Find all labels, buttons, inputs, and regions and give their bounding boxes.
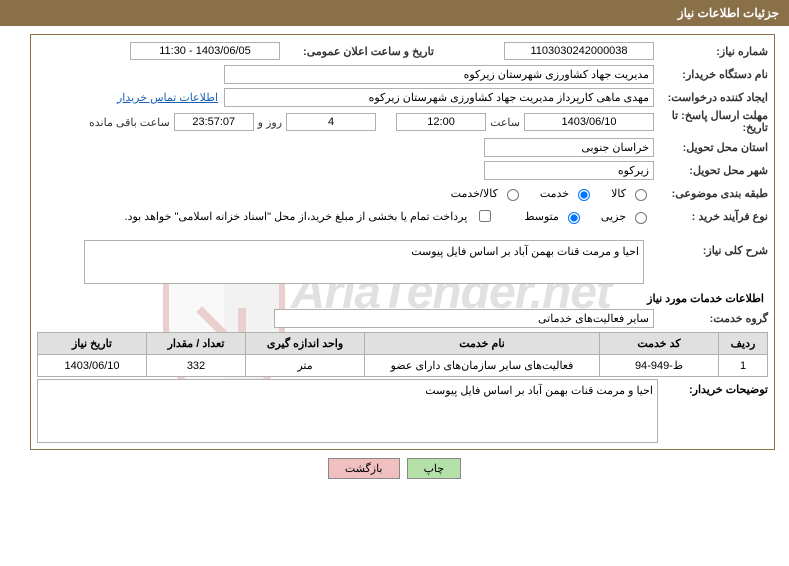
back-button[interactable]: بازگشت xyxy=(328,458,400,479)
radio-minor-label: جزیی xyxy=(587,210,626,223)
label-buyer-notes: توضیحات خریدار: xyxy=(658,379,768,396)
label-purchase-type: نوع فرآیند خرید : xyxy=(654,210,768,223)
row-buyer-org: نام دستگاه خریدار: مدیریت جهاد کشاورزی ش… xyxy=(37,64,768,84)
label-province: استان محل تحویل: xyxy=(654,141,768,154)
label-announce-date: تاریخ و ساعت اعلان عمومی: xyxy=(280,45,434,58)
row-category: طبقه بندی موضوعی: کالا خدمت کالا/خدمت xyxy=(37,183,768,203)
row-service-group: گروه خدمت: سایر فعالیت‌های خدماتی xyxy=(37,309,768,328)
cell-code: ط-949-94 xyxy=(600,355,719,377)
field-deadline-date: 1403/06/10 xyxy=(524,113,654,131)
label-service-group: گروه خدمت: xyxy=(654,312,768,325)
radio-service[interactable] xyxy=(578,189,590,201)
buttons-row: چاپ بازگشت xyxy=(0,458,789,479)
field-days-remaining: 4 xyxy=(286,113,376,131)
field-service-group: سایر فعالیت‌های خدماتی xyxy=(274,309,654,328)
radio-medium[interactable] xyxy=(568,212,580,224)
label-days-and: روز و xyxy=(254,116,286,129)
th-unit: واحد اندازه گیری xyxy=(246,333,365,355)
section-services-title: اطلاعات خدمات مورد نیاز xyxy=(41,292,764,305)
row-deadline: مهلت ارسال پاسخ: تا تاریخ: 1403/06/10 سا… xyxy=(37,110,768,134)
cell-qty: 332 xyxy=(147,355,246,377)
row-requester: ایجاد کننده درخواست: مهدی ماهی کارپرداز … xyxy=(37,87,768,107)
table-header-row: ردیف کد خدمت نام خدمت واحد اندازه گیری ت… xyxy=(38,333,768,355)
cell-name: فعالیت‌های سایر سازمان‌های دارای عضو xyxy=(365,355,600,377)
radio-medium-label: متوسط xyxy=(498,210,559,223)
th-date: تاریخ نیاز xyxy=(38,333,147,355)
row-purchase-type: نوع فرآیند خرید : جزیی متوسط پرداخت تمام… xyxy=(37,206,768,226)
row-need-number: شماره نیاز: 1103030242000038 تاریخ و ساع… xyxy=(37,41,768,61)
row-city: شهر محل تحویل: زیرکوه xyxy=(37,160,768,180)
label-description: شرح کلی نیاز: xyxy=(654,240,768,257)
radio-goods-service-label: کالا/خدمت xyxy=(437,187,498,200)
radio-minor[interactable] xyxy=(635,212,647,224)
th-code: کد خدمت xyxy=(600,333,719,355)
field-buyer-org: مدیریت جهاد کشاورزی شهرستان زیرکوه xyxy=(224,65,654,84)
checkbox-treasury-label: پرداخت تمام یا بخشی از مبلغ خرید،از محل … xyxy=(125,210,472,223)
print-button[interactable]: چاپ xyxy=(407,458,462,479)
details-panel: AriaTender.net شماره نیاز: 1103030242000… xyxy=(30,34,775,450)
label-buyer-org: نام دستگاه خریدار: xyxy=(654,68,768,81)
row-description: شرح کلی نیاز: احیا و مرمت قنات بهمن آباد… xyxy=(37,240,768,284)
field-countdown: 23:57:07 xyxy=(174,113,254,131)
label-requester: ایجاد کننده درخواست: xyxy=(654,91,768,104)
radio-goods-label: کالا xyxy=(597,187,626,200)
field-need-number: 1103030242000038 xyxy=(504,42,654,60)
cell-date: 1403/06/10 xyxy=(38,355,147,377)
label-category: طبقه بندی موضوعی: xyxy=(654,187,768,200)
label-city: شهر محل تحویل: xyxy=(654,164,768,177)
table-row: 1 ط-949-94 فعالیت‌های سایر سازمان‌های دا… xyxy=(38,355,768,377)
th-row: ردیف xyxy=(719,333,768,355)
field-buyer-notes: احیا و مرمت قنات بهمن آباد بر اساس فایل … xyxy=(37,379,658,443)
checkbox-treasury[interactable] xyxy=(479,210,491,222)
cell-row: 1 xyxy=(719,355,768,377)
page-title: جزئیات اطلاعات نیاز xyxy=(678,6,779,20)
field-announce-date: 1403/06/05 - 11:30 xyxy=(130,42,280,60)
row-province: استان محل تحویل: خراسان جنوبی xyxy=(37,137,768,157)
radio-goods[interactable] xyxy=(635,189,647,201)
label-deadline: مهلت ارسال پاسخ: تا تاریخ: xyxy=(654,110,768,134)
link-buyer-contact[interactable]: اطلاعات تماس خریدار xyxy=(117,91,218,104)
page-header: جزئیات اطلاعات نیاز xyxy=(0,0,789,26)
services-table: ردیف کد خدمت نام خدمت واحد اندازه گیری ت… xyxy=(37,332,768,377)
field-deadline-time: 12:00 xyxy=(396,113,486,131)
radio-goods-service[interactable] xyxy=(507,189,519,201)
label-need-number: شماره نیاز: xyxy=(654,45,768,58)
th-qty: تعداد / مقدار xyxy=(147,333,246,355)
row-buyer-notes: توضیحات خریدار: احیا و مرمت قنات بهمن آب… xyxy=(37,379,768,443)
label-time: ساعت xyxy=(486,116,524,129)
radio-service-label: خدمت xyxy=(526,187,569,200)
field-province: خراسان جنوبی xyxy=(484,138,654,157)
label-remaining: ساعت باقی مانده xyxy=(85,116,174,129)
field-description: احیا و مرمت قنات بهمن آباد بر اساس فایل … xyxy=(84,240,644,284)
field-requester: مهدی ماهی کارپرداز مدیریت جهاد کشاورزی ش… xyxy=(224,88,654,107)
th-name: نام خدمت xyxy=(365,333,600,355)
field-city: زیرکوه xyxy=(484,161,654,180)
cell-unit: متر xyxy=(246,355,365,377)
